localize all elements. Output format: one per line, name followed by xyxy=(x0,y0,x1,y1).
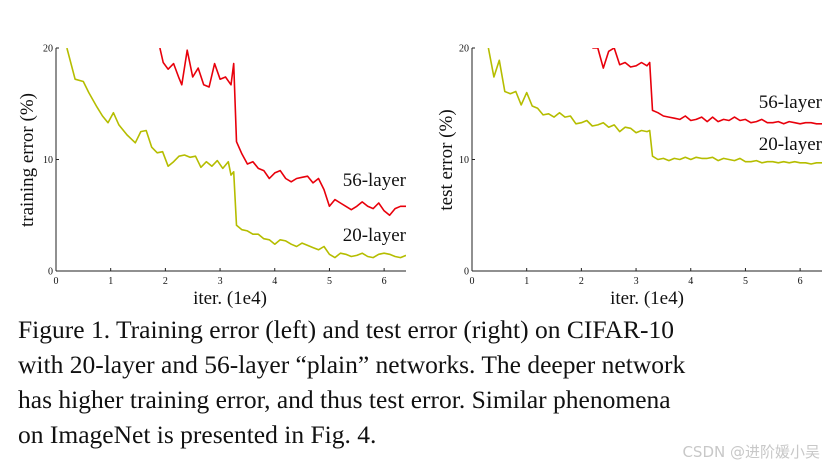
test-error-y-tick-label: 20 xyxy=(459,44,469,55)
training-error-plot: training error (%) iter. (1e4) 0 1 2 3 4 5 6 0 1… xyxy=(17,44,407,310)
test-error-y-tick-label: 0 xyxy=(464,267,469,278)
test-error-series-56-layer-label: 56-layer xyxy=(759,92,823,113)
test-error-x-tick-label: 0 xyxy=(470,276,475,287)
training-error-xlabel: iter. (1e4) xyxy=(193,288,267,309)
training-error-y-tick-label: 10 xyxy=(43,155,53,166)
training-error-series-20-layer-line xyxy=(66,48,406,259)
training-error-series-56-layer-line xyxy=(159,48,406,217)
test-error-x-tick-label: 1 xyxy=(524,276,529,287)
training-error-x-tick-label: 1 xyxy=(108,276,113,287)
test-error-x-tick-label: 4 xyxy=(688,276,693,287)
caption-line-2: with 20-layer and 56-layer “plain” netwo… xyxy=(18,350,686,379)
watermark: CSDN @进阶媛小吴 xyxy=(682,443,820,461)
figure-caption: Figure 1. Training error (left) and test… xyxy=(18,312,828,452)
test-error-xlabel: iter. (1e4) xyxy=(610,288,684,309)
training-error-series-20-layer-label: 20-layer xyxy=(343,225,407,246)
test-error-ylabel: test error (%) xyxy=(436,109,457,210)
test-error-series-20-layer-label: 20-layer xyxy=(759,134,823,155)
training-error-x-tick-label: 2 xyxy=(163,276,168,287)
training-error-x-tick-label: 4 xyxy=(272,276,277,287)
caption-line-3: has higher training error, and thus test… xyxy=(18,385,671,414)
training-error-y-tick-label: 20 xyxy=(43,44,53,55)
caption-line-4: on ImageNet is presented in Fig. 4. xyxy=(18,420,377,449)
figure-plots: training error (%) iter. (1e4) 0 1 2 3 4 5 6 0 1… xyxy=(17,44,823,310)
training-error-x-tick-label: 6 xyxy=(382,276,387,287)
training-error-x-tick-label: 5 xyxy=(327,276,332,287)
caption-line-1: Figure 1. Training error (left) and test… xyxy=(18,315,675,344)
test-error-series-56-layer-line xyxy=(592,48,822,125)
training-error-x-tick-label: 0 xyxy=(54,276,59,287)
test-error-x-tick-label: 3 xyxy=(634,276,639,287)
training-error-x-tick-label: 3 xyxy=(218,276,223,287)
test-error-x-tick-label: 2 xyxy=(579,276,584,287)
test-error-plot: test error (%) iter. (1e4) 0 1 2 3 4 5 6 0 10 20 5… xyxy=(436,44,823,310)
training-error-y-tick-label: 0 xyxy=(48,267,53,278)
test-error-x-tick-label: 6 xyxy=(798,276,803,287)
training-error-series-56-layer-label: 56-layer xyxy=(343,170,407,191)
test-error-series-20-layer-line xyxy=(487,48,822,165)
test-error-x-tick-label: 5 xyxy=(743,276,748,287)
test-error-y-tick-label: 10 xyxy=(459,155,469,166)
training-error-ylabel: training error (%) xyxy=(17,93,38,227)
